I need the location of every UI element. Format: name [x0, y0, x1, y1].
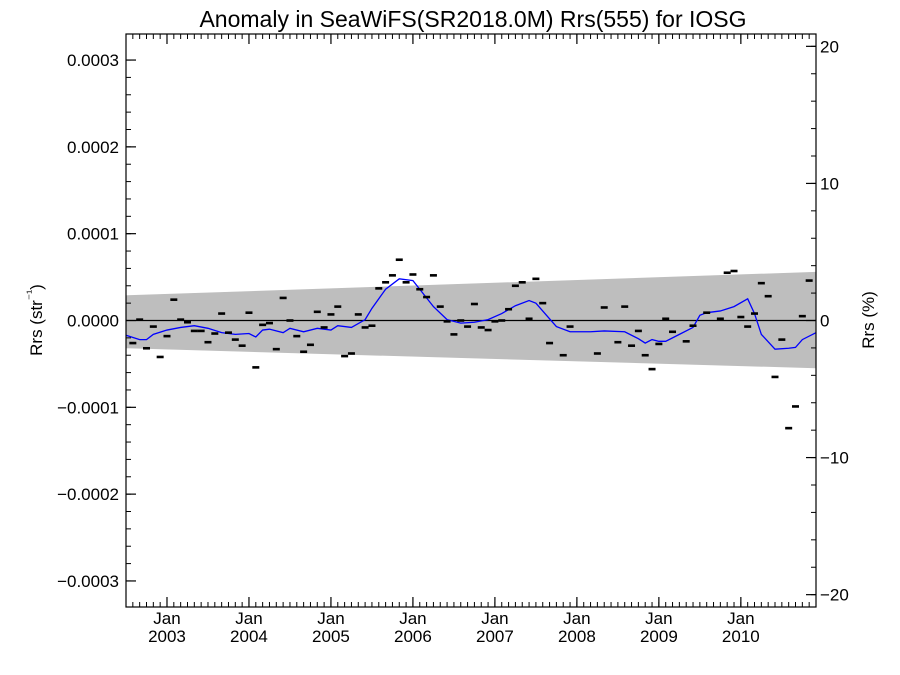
y-axis-label-right: Rrs (%): [859, 291, 878, 349]
x-tick-label-year: 2010: [722, 627, 760, 646]
y-tick-label-left: −0.0003: [57, 572, 119, 591]
y-tick-label-right: 0: [820, 312, 829, 331]
y-tick-label-right: −10: [820, 449, 849, 468]
y-axis-label-left: Rrs (str⁻¹): [24, 284, 46, 356]
y-tick-label-right: 10: [820, 174, 839, 193]
x-tick-label-year: 2003: [148, 627, 186, 646]
y-tick-label-left: 0.0003: [67, 51, 119, 70]
x-tick-label-year: 2006: [394, 627, 432, 646]
x-tick-label-month: Jan: [317, 609, 344, 628]
x-tick-label-month: Jan: [235, 609, 262, 628]
y-tick-label-left: 0.0002: [67, 138, 119, 157]
y-tick-label-left: 0.0000: [67, 312, 119, 331]
x-tick-label-year: 2005: [312, 627, 350, 646]
y-tick-label-right: −20: [820, 586, 849, 605]
x-tick-label-month: Jan: [727, 609, 754, 628]
x-tick-label-month: Jan: [481, 609, 508, 628]
y-tick-label-left: −0.0002: [57, 485, 119, 504]
x-tick-label-year: 2004: [230, 627, 268, 646]
plot-area: [126, 258, 816, 430]
chart-title: Anomaly in SeaWiFS(SR2018.0M) Rrs(555) f…: [199, 6, 746, 32]
axes: 0.0003 0.0002 0.0001 0.0000 −0.0001 −0.0002 −0…: [57, 33, 849, 646]
x-tick-label-month: Jan: [399, 609, 426, 628]
plot-inner: [126, 258, 816, 430]
x-tick-label-month: Jan: [645, 609, 672, 628]
x-tick-label-year: 2008: [558, 627, 596, 646]
x-tick-label-year: 2007: [476, 627, 514, 646]
y-tick-label-left: 0.0001: [67, 225, 119, 244]
y-tick-label-right: 20: [820, 37, 839, 56]
x-tick-label-month: Jan: [563, 609, 590, 628]
x-tick-label-month: Jan: [153, 609, 180, 628]
x-tick-label-year: 2009: [640, 627, 678, 646]
y-tick-label-left: −0.0001: [57, 398, 119, 417]
